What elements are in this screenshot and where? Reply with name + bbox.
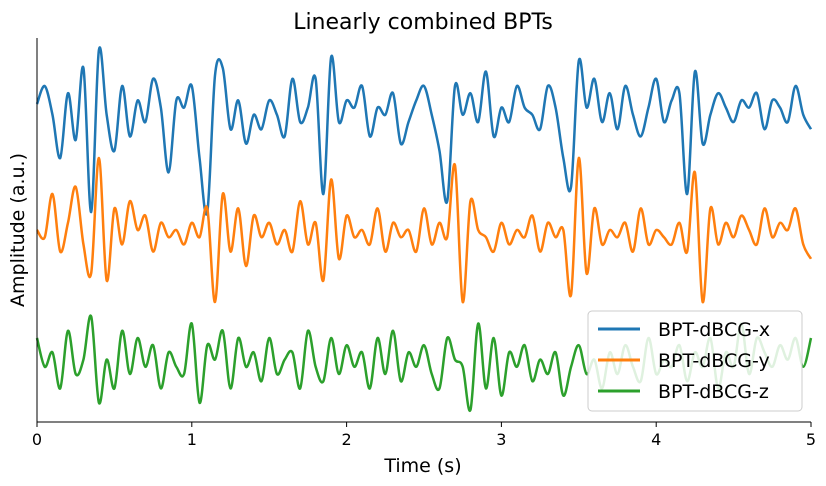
series-line-1 — [35, 46, 813, 216]
x-tick-label: 5 — [806, 430, 816, 449]
x-tick-label: 0 — [32, 430, 42, 449]
y-axis-label: Amplitude (a.u.) — [7, 153, 29, 307]
x-ticks: 0 1 2 3 4 5 — [32, 422, 816, 449]
x-tick-label: 4 — [651, 430, 661, 449]
axes — [36, 38, 811, 423]
x-tick-label: 2 — [342, 430, 352, 449]
legend: BPT-dBCG-x BPT-dBCG-y BPT-dBCG-z — [587, 310, 803, 412]
chart-title: Linearly combined BPTs — [293, 10, 553, 35]
series-line-2 — [35, 156, 813, 304]
legend-box — [587, 310, 803, 412]
legend-label: BPT-dBCG-x — [658, 319, 770, 341]
x-axis-label: Time (s) — [383, 455, 461, 477]
legend-label: BPT-dBCG-z — [658, 381, 769, 403]
x-tick-label: 3 — [496, 430, 506, 449]
x-tick-label: 1 — [187, 430, 197, 449]
legend-label: BPT-dBCG-y — [658, 350, 770, 372]
